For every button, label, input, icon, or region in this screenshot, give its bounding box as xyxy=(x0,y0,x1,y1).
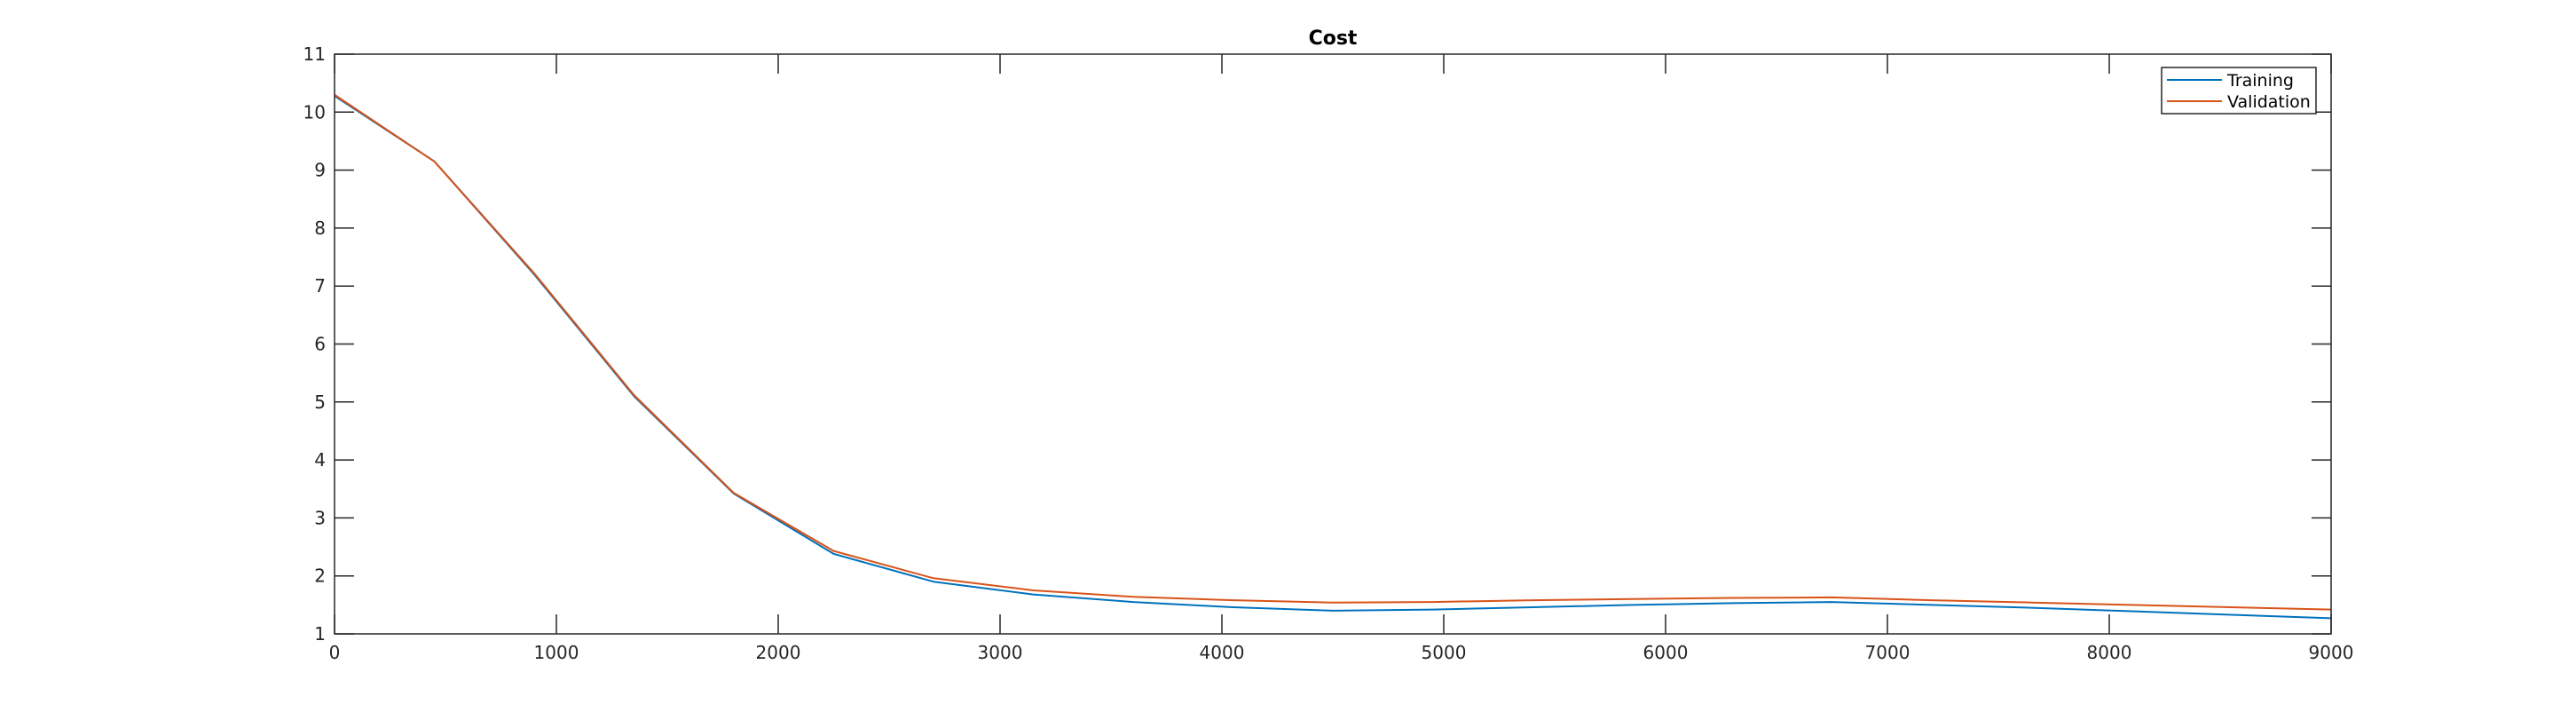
x-tick-label: 2000 xyxy=(756,642,801,663)
y-tick-label: 7 xyxy=(314,275,326,297)
series-line-validation xyxy=(334,93,2332,611)
x-tick-label: 4000 xyxy=(1200,642,1245,663)
ticks-layer: 0 1000 2000 3000 4000 5000 6000 7000 8000 9000 1 2 3… xyxy=(303,44,2354,663)
y-tick-label: 4 xyxy=(314,449,326,471)
x-tick-label: 5000 xyxy=(1422,642,1467,663)
x-tick-label: 8000 xyxy=(2087,642,2132,663)
plot-area xyxy=(335,54,2331,634)
y-tick-label: 10 xyxy=(303,101,326,123)
y-tick-label: 9 xyxy=(314,160,326,181)
y-tick-label: 8 xyxy=(314,218,326,239)
legend: Training Validation xyxy=(2161,67,2317,115)
y-tick-label: 1 xyxy=(314,623,326,645)
x-tick-label: 7000 xyxy=(1865,642,1910,663)
y-tick-label: 6 xyxy=(314,334,326,355)
y-tick-label: 3 xyxy=(314,507,326,528)
x-tick-label: 1000 xyxy=(534,642,579,663)
y-tick-label: 5 xyxy=(314,392,326,413)
legend-box xyxy=(2161,67,2317,115)
x-tick-label: 0 xyxy=(329,642,341,663)
x-tick-label: 6000 xyxy=(1643,642,1689,663)
legend-label-validation: Validation xyxy=(2227,92,2311,112)
chart-title: Cost xyxy=(1309,28,1358,50)
x-tick-label: 9000 xyxy=(2309,642,2354,663)
series-layer xyxy=(334,93,2332,620)
y-tick-label: 2 xyxy=(314,566,326,587)
x-tick-label: 3000 xyxy=(978,642,1023,663)
y-tick-label: 11 xyxy=(303,44,326,65)
legend-label-training: Training xyxy=(2226,71,2294,91)
